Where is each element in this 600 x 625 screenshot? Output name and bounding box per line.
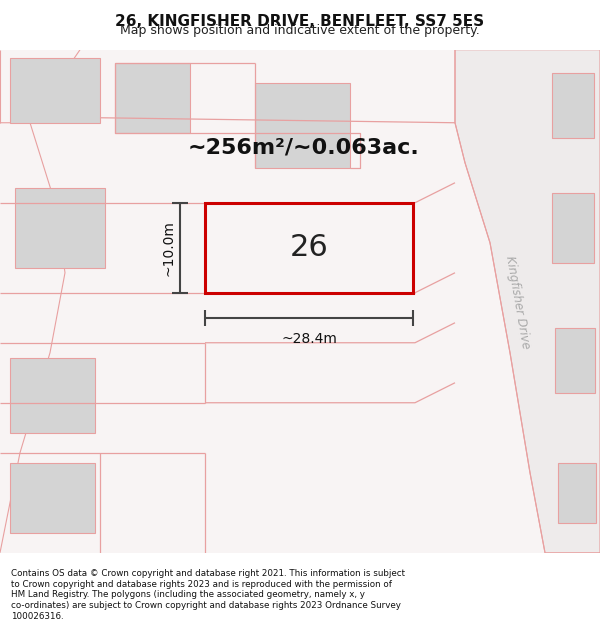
Bar [15,188,105,268]
Bar [552,192,594,262]
Text: Kingfisher Drive: Kingfisher Drive [503,255,533,350]
Bar [10,462,95,532]
Bar [552,72,594,138]
Text: Contains OS data © Crown copyright and database right 2021. This information is : Contains OS data © Crown copyright and d… [11,569,405,578]
Bar [255,82,350,168]
Text: co-ordinates) are subject to Crown copyright and database rights 2023 Ordnance S: co-ordinates) are subject to Crown copyr… [11,601,401,610]
Text: ~28.4m: ~28.4m [281,332,337,346]
Bar [10,357,95,432]
Text: ~10.0m: ~10.0m [161,220,175,276]
Text: HM Land Registry. The polygons (including the associated geometry, namely x, y: HM Land Registry. The polygons (includin… [11,591,365,599]
Text: 100026316.: 100026316. [11,612,64,621]
Bar [558,462,596,522]
Polygon shape [455,50,600,552]
Text: to Crown copyright and database rights 2023 and is reproduced with the permissio: to Crown copyright and database rights 2… [11,580,392,589]
Text: 26, KINGFISHER DRIVE, BENFLEET, SS7 5ES: 26, KINGFISHER DRIVE, BENFLEET, SS7 5ES [115,14,485,29]
Bar [10,58,100,122]
Text: 26: 26 [290,233,328,262]
Text: ~256m²/~0.063ac.: ~256m²/~0.063ac. [188,138,420,158]
Bar [555,328,595,392]
Bar [205,202,413,292]
Text: Map shows position and indicative extent of the property.: Map shows position and indicative extent… [120,24,480,38]
Bar [115,62,190,132]
